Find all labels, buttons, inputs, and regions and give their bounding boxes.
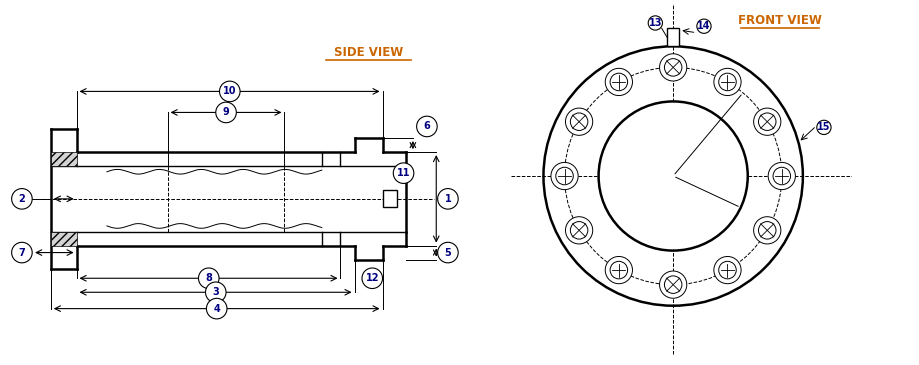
Circle shape: [565, 217, 593, 244]
Text: 8: 8: [205, 273, 212, 283]
Text: 2: 2: [18, 194, 26, 204]
Circle shape: [719, 261, 736, 279]
Circle shape: [206, 282, 226, 303]
Text: 13: 13: [649, 18, 662, 28]
Text: 11: 11: [397, 168, 410, 178]
Circle shape: [199, 268, 219, 289]
Text: FRONT VIEW: FRONT VIEW: [738, 14, 823, 27]
Circle shape: [660, 271, 686, 298]
Circle shape: [571, 113, 588, 130]
Circle shape: [550, 162, 578, 190]
Circle shape: [664, 276, 682, 293]
Bar: [667, 28, 679, 46]
Circle shape: [598, 101, 748, 251]
Text: 6: 6: [424, 122, 430, 131]
Text: 15: 15: [817, 122, 831, 132]
Circle shape: [768, 162, 796, 190]
Circle shape: [660, 54, 686, 81]
Text: 3: 3: [212, 287, 219, 297]
Circle shape: [216, 102, 236, 123]
Circle shape: [758, 113, 776, 130]
Circle shape: [606, 257, 632, 284]
Circle shape: [416, 116, 437, 137]
Circle shape: [12, 242, 32, 263]
Circle shape: [817, 120, 831, 135]
Circle shape: [754, 108, 781, 135]
Circle shape: [773, 167, 790, 185]
Bar: [51, 231, 76, 246]
Text: 9: 9: [222, 107, 230, 118]
Circle shape: [207, 298, 227, 319]
Circle shape: [437, 189, 459, 209]
Circle shape: [754, 217, 781, 244]
Circle shape: [664, 59, 682, 76]
Circle shape: [571, 222, 588, 239]
Circle shape: [758, 222, 776, 239]
Circle shape: [565, 108, 593, 135]
Circle shape: [697, 19, 711, 33]
Circle shape: [12, 189, 32, 209]
Circle shape: [610, 73, 628, 91]
Circle shape: [648, 16, 663, 30]
Circle shape: [393, 163, 414, 184]
Circle shape: [719, 73, 736, 91]
Text: 1: 1: [445, 194, 451, 204]
Text: 10: 10: [223, 87, 236, 96]
Text: 4: 4: [213, 304, 220, 314]
Bar: [382, 191, 398, 207]
Text: SIDE VIEW: SIDE VIEW: [334, 46, 403, 59]
Circle shape: [606, 68, 632, 96]
Circle shape: [610, 261, 628, 279]
Text: 14: 14: [698, 21, 710, 31]
Text: 12: 12: [366, 273, 379, 283]
Bar: [51, 152, 76, 166]
Circle shape: [543, 46, 803, 306]
Circle shape: [437, 242, 459, 263]
Circle shape: [714, 68, 741, 96]
Text: 5: 5: [445, 247, 451, 258]
Circle shape: [362, 268, 382, 289]
Circle shape: [220, 81, 240, 102]
Circle shape: [714, 257, 741, 284]
Text: 7: 7: [18, 247, 26, 258]
Circle shape: [556, 167, 573, 185]
